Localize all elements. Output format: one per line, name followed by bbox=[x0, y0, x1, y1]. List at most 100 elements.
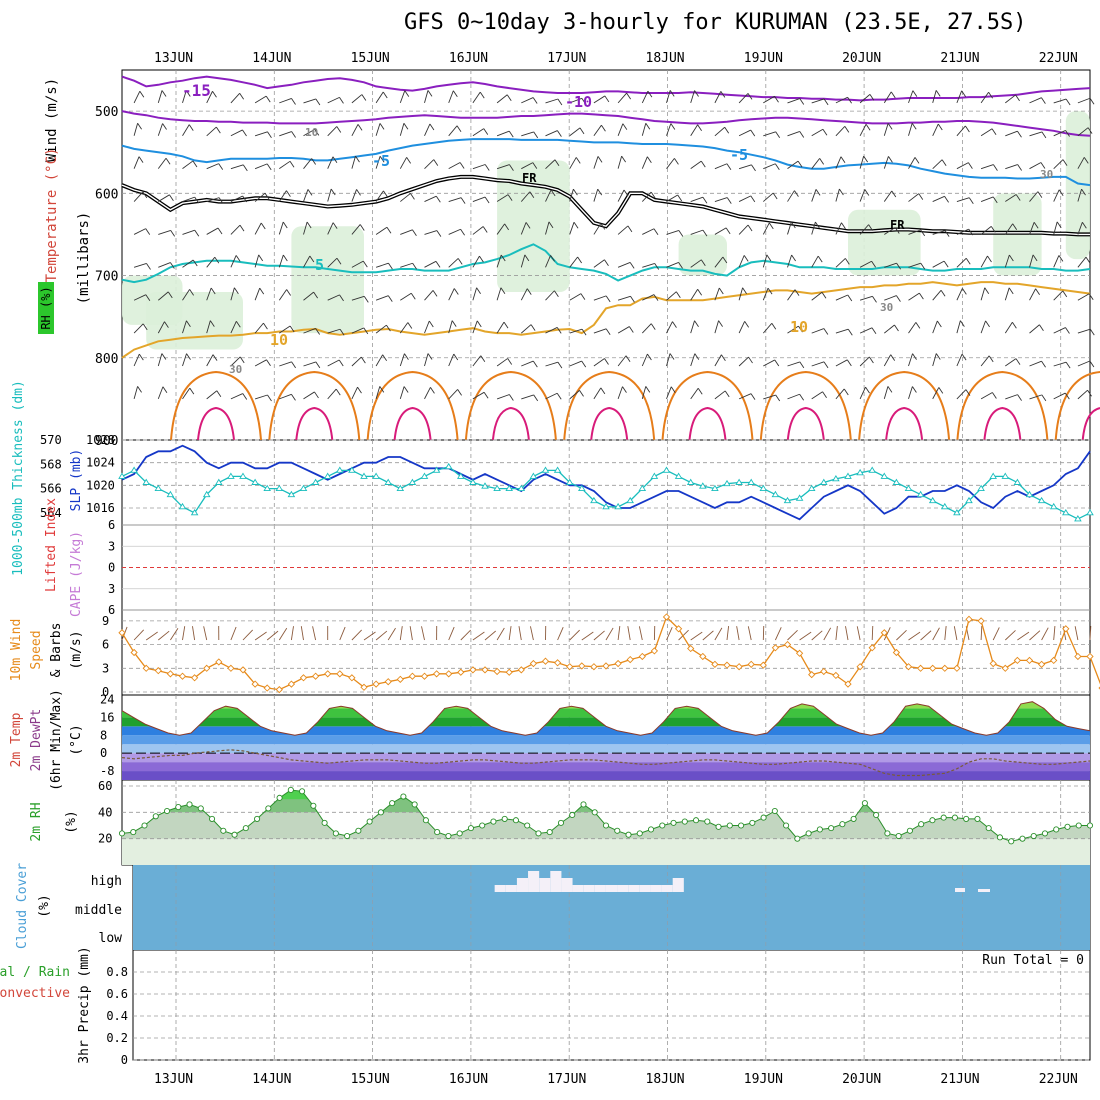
wind-barb bbox=[545, 392, 558, 400]
wind-barb-feather bbox=[170, 230, 176, 237]
wind-barb bbox=[642, 263, 655, 268]
wind-barb bbox=[521, 324, 532, 334]
wind10m-barb bbox=[158, 630, 170, 641]
wind-barb-feather bbox=[267, 394, 272, 402]
wind-barb bbox=[641, 323, 652, 334]
rh-point bbox=[873, 811, 880, 819]
wind-barb bbox=[400, 262, 413, 268]
wind10m-barb bbox=[133, 629, 145, 641]
wind-barb bbox=[254, 95, 267, 104]
contour-label: -10 bbox=[565, 93, 592, 111]
wind-barb bbox=[230, 321, 237, 334]
wind-barb bbox=[399, 157, 408, 169]
wind-barb bbox=[762, 222, 770, 235]
wind-barb bbox=[569, 328, 583, 334]
rh-point bbox=[783, 822, 790, 829]
wind-barb bbox=[230, 92, 240, 104]
wind-barb-feather bbox=[307, 189, 313, 196]
wind-speed-point bbox=[263, 684, 271, 692]
wind-barb-feather bbox=[912, 386, 917, 393]
wind-barb bbox=[206, 354, 214, 367]
thickness-point bbox=[989, 472, 997, 479]
isotherm-t_20 bbox=[1081, 407, 1100, 441]
wind-barb bbox=[133, 228, 146, 235]
wind-barb bbox=[520, 191, 531, 202]
ylabel-speed: Speed bbox=[29, 630, 44, 669]
wind-barb-feather bbox=[192, 160, 198, 168]
wind-barb-feather bbox=[988, 92, 993, 99]
rh-point bbox=[276, 794, 283, 801]
wind-barb bbox=[787, 393, 800, 400]
wind-barb bbox=[1029, 288, 1037, 301]
wind-barb bbox=[327, 126, 338, 137]
thickness-point bbox=[420, 472, 429, 479]
thickness-point bbox=[529, 472, 538, 479]
rh-point bbox=[760, 814, 767, 821]
wind-barb-feather bbox=[186, 353, 191, 360]
wind-barb-feather bbox=[164, 321, 169, 328]
wind-barb bbox=[738, 321, 746, 334]
wind-barb-feather bbox=[944, 196, 949, 203]
wind-barb-feather bbox=[436, 230, 442, 237]
wind-barb bbox=[980, 392, 993, 400]
wind-barb-feather bbox=[1065, 327, 1070, 334]
rh-point bbox=[254, 815, 261, 822]
wind-barb-feather bbox=[797, 160, 803, 168]
wind-barb-feather bbox=[580, 293, 586, 300]
wind-barb-feather bbox=[920, 229, 926, 237]
wind-barb bbox=[859, 260, 872, 268]
wind-barb bbox=[545, 98, 559, 104]
wind-barb bbox=[230, 255, 237, 268]
rh-point bbox=[344, 832, 351, 840]
wind-barb bbox=[932, 90, 937, 104]
wind-barb bbox=[545, 327, 558, 334]
date-label-bottom: 17JUN bbox=[547, 1072, 586, 1087]
wind-barb bbox=[1005, 130, 1018, 137]
wind10m-barb bbox=[557, 626, 564, 641]
temp-band bbox=[122, 708, 1090, 718]
wind-barb-feather bbox=[484, 196, 490, 204]
wind-speed-point bbox=[808, 670, 816, 679]
wind-barb-feather bbox=[670, 123, 676, 130]
wind-barb-feather bbox=[427, 90, 433, 97]
thickness-point bbox=[396, 484, 405, 492]
wind10m-barb bbox=[496, 627, 505, 641]
wind-barb-feather bbox=[309, 255, 315, 263]
wind-speed-point bbox=[360, 683, 368, 691]
wind-barb bbox=[278, 221, 284, 235]
wind-barb bbox=[811, 328, 825, 334]
wind10m-barb bbox=[953, 626, 958, 641]
wind-barb-feather bbox=[336, 126, 342, 133]
wind10m-barb bbox=[339, 626, 346, 641]
wind-barb-feather bbox=[452, 90, 458, 97]
wind-speed-point bbox=[1001, 664, 1009, 672]
wind-barb-feather bbox=[1087, 127, 1093, 134]
wind-barb-feather bbox=[600, 387, 606, 395]
rh-point bbox=[557, 819, 565, 826]
wind-barb bbox=[932, 123, 939, 136]
wind-barb-feather bbox=[678, 230, 684, 237]
wind-barb-feather bbox=[216, 390, 222, 398]
ylabel-2m-dewpt: 2m DewPt bbox=[29, 709, 44, 772]
thickness-point bbox=[432, 466, 441, 473]
rh-point bbox=[704, 818, 711, 825]
wind-barb bbox=[279, 325, 291, 334]
li-tick-label: 6 bbox=[108, 603, 115, 617]
temp-line bbox=[121, 701, 1091, 736]
thickness-point bbox=[614, 502, 622, 510]
wind-barb bbox=[641, 156, 648, 169]
wind-barb-feather bbox=[1017, 130, 1022, 138]
wind-barb-feather bbox=[622, 386, 627, 393]
temp-band bbox=[122, 753, 1090, 763]
wind-barb-feather bbox=[823, 98, 829, 106]
wind-barb bbox=[908, 353, 913, 367]
ylabel-rh-unit: (%) bbox=[64, 810, 79, 833]
wind-barb-feather bbox=[766, 254, 772, 262]
wind-speed-point bbox=[154, 667, 162, 675]
rh-point bbox=[118, 830, 126, 837]
wind-barb-feather bbox=[993, 164, 998, 171]
wind-barb-feather bbox=[185, 90, 191, 97]
wind-speed-point bbox=[130, 648, 138, 657]
wind10m-barb bbox=[448, 626, 455, 641]
wind-barb bbox=[738, 287, 744, 301]
